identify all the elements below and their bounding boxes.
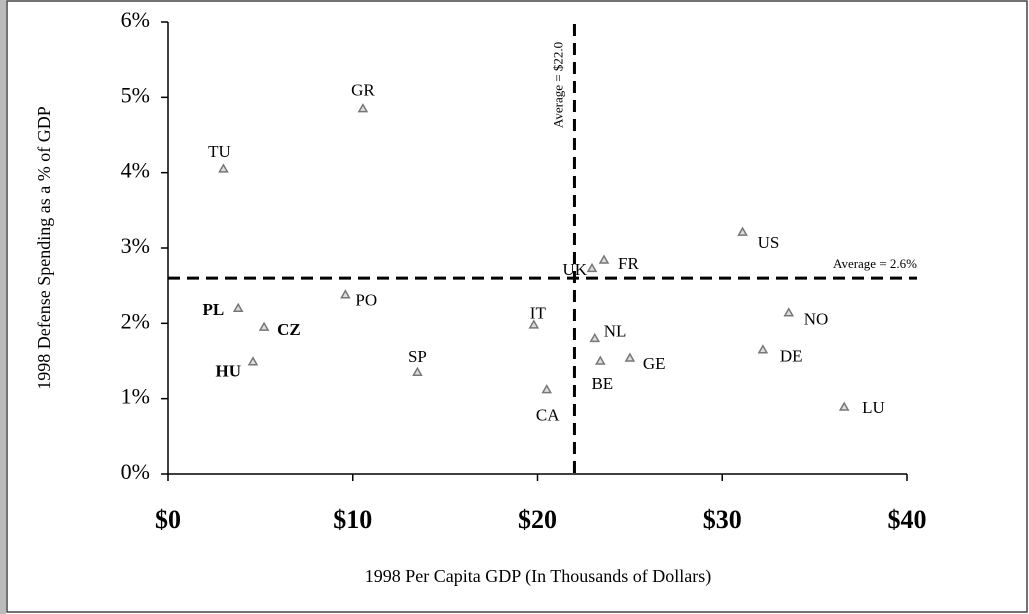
- x-tick-label: $10: [333, 505, 372, 534]
- point-label: GR: [351, 81, 375, 100]
- point-label: CA: [536, 406, 560, 425]
- point: [589, 332, 601, 343]
- point: [412, 366, 423, 377]
- y-tick-label: 1%: [121, 384, 150, 409]
- hatched-edge: [0, 0, 6, 614]
- y-tick-label: 6%: [121, 7, 150, 32]
- point: [218, 163, 229, 173]
- point: [838, 401, 850, 411]
- point-label: TU: [208, 142, 231, 161]
- point-label: PL: [202, 300, 224, 319]
- point: [595, 355, 606, 365]
- x-average-label: Average = $22.0: [550, 42, 565, 128]
- point-label: SP: [408, 347, 427, 366]
- point-label: IT: [530, 304, 547, 323]
- point-label: HU: [215, 362, 241, 381]
- point-label: NL: [604, 321, 627, 340]
- point: [357, 103, 369, 113]
- point: [783, 307, 795, 317]
- point: [232, 302, 244, 313]
- point-label: PO: [355, 291, 377, 310]
- y-tick-label: 3%: [121, 233, 150, 258]
- point-label: DE: [780, 347, 803, 366]
- x-tick-label: $30: [703, 505, 742, 534]
- y-axis-title: 1998 Defense Spending as a % of GDP: [34, 106, 54, 389]
- y-tick-label: 5%: [121, 82, 150, 107]
- y-tick-label: 2%: [121, 308, 150, 333]
- point-label: UK: [562, 260, 587, 279]
- point-label: GE: [643, 354, 666, 373]
- y-tick-label: 0%: [121, 459, 150, 484]
- point-label: NO: [804, 310, 829, 329]
- point-label: US: [758, 233, 780, 252]
- point-label: BE: [591, 374, 613, 393]
- point: [737, 226, 748, 236]
- point: [541, 384, 553, 394]
- point: [586, 262, 598, 273]
- y-average-label: Average = 2.6%: [833, 256, 917, 271]
- x-tick-label: $0: [155, 505, 181, 534]
- frame: [6, 0, 1028, 613]
- y-tick-label: 4%: [121, 158, 150, 183]
- x-tick-label: $40: [888, 505, 927, 534]
- x-tick-label: $20: [518, 505, 557, 534]
- point: [624, 352, 636, 362]
- x-axis-title: 1998 Per Capita GDP (In Thousands of Dol…: [365, 566, 711, 587]
- point: [258, 321, 270, 331]
- point: [247, 356, 259, 366]
- point: [598, 254, 610, 264]
- point: [528, 319, 540, 329]
- point-label: LU: [862, 398, 885, 417]
- point-label: CZ: [277, 320, 301, 339]
- point: [757, 344, 769, 354]
- point-label: FR: [618, 254, 639, 273]
- point: [340, 289, 351, 299]
